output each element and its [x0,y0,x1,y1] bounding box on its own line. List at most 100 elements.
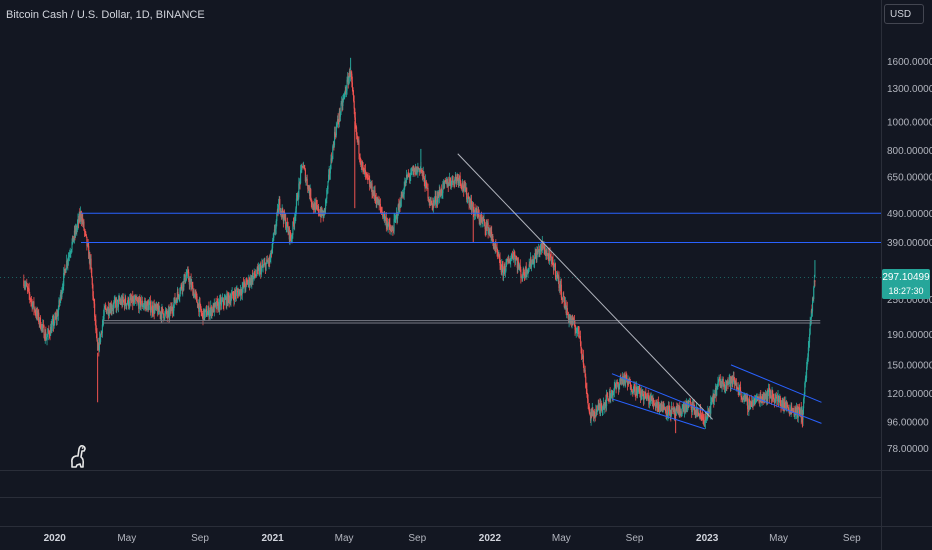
candle-body [582,355,584,365]
candle-body [144,303,146,306]
candle-body [807,356,809,360]
candle-body [548,256,550,262]
candle-body [484,219,486,223]
candle-body [622,375,624,384]
candle-body [261,264,264,267]
candle-body [791,410,793,412]
candle-body [581,353,583,357]
candle-body [602,406,604,409]
candle-body [172,310,174,312]
candle-body [367,177,370,179]
candle-body [699,410,701,418]
candle-body [51,324,53,333]
candle-body [500,267,502,273]
candle-body [392,229,394,231]
candle-body [803,398,805,409]
candle-body [38,322,40,323]
candle-body [361,161,363,166]
candle-body [411,169,414,171]
candle-body [759,401,761,403]
candle-body [163,313,165,319]
candle-body [66,260,68,265]
currency-button[interactable]: USD [884,4,924,24]
candle-body [345,90,347,93]
candle-body [372,191,374,196]
candle-body [263,264,265,267]
candle-body [527,268,529,274]
candle-body [414,168,416,175]
candle-body [117,299,119,307]
candle-body [751,406,753,408]
candle-body [470,200,473,211]
candle-body [263,263,265,265]
candle-body [79,213,81,220]
candle-body [99,337,101,342]
candle-body [554,263,556,276]
candle-body [144,303,146,305]
candle-body [754,398,756,404]
candle-body [570,319,573,324]
candle-body [244,286,246,289]
candle-body [78,213,80,223]
candle-body [168,310,170,318]
candle-body [52,319,54,322]
candle-body [582,355,584,357]
symbol-title[interactable]: Bitcoin Cash / U.S. Dollar, 1D, BINANCE [6,9,205,21]
x-tick-label: Sep [843,533,861,544]
candle-body [88,253,90,259]
candle-body [428,199,430,201]
candle-body [294,218,296,225]
candle-body [636,389,639,396]
candle-body [788,410,790,414]
candle-body [542,241,544,248]
candle-body [103,315,105,321]
candle-body [633,384,635,392]
candle-body [711,397,713,400]
candle-body [471,206,473,211]
candle-body [547,253,549,257]
candle-body [272,240,274,249]
candle-body [717,380,720,383]
candle-body [36,310,39,317]
candle-body [647,392,649,398]
candle-body [247,282,249,285]
candle-body [211,309,213,316]
candle-body [214,303,216,304]
candle-body [106,308,108,314]
candle-body [397,204,399,216]
candle-body [550,257,552,262]
candle-body [397,215,399,219]
candle-body [709,410,711,412]
candle-body [92,284,94,297]
candle-body [276,213,278,222]
candle-body [407,174,409,178]
candle-body [813,287,815,300]
candle-body [304,169,306,182]
candle-body [489,233,492,238]
candle-body [761,396,764,398]
candle-body [264,263,266,264]
candle-body [432,200,434,209]
candle-body [584,369,586,377]
candle-body [402,194,404,196]
candle-body [113,303,115,309]
tradingview-dino-icon[interactable] [68,443,92,471]
candle-body [704,416,706,423]
candle-body [229,298,231,303]
candle-body [404,182,406,186]
candle-body [385,217,387,219]
candle-body [173,297,175,304]
candle-body [314,203,317,212]
candle-body [640,395,642,398]
x-tick-label: May [335,533,354,544]
candle-body [180,285,182,289]
candle-body [795,407,798,414]
candle-body [42,324,44,327]
candle-body [421,170,423,172]
candle-body [80,212,82,217]
candle-body [206,309,208,317]
candle-body [442,182,445,184]
candle-body [553,265,555,271]
candle-body [348,77,350,85]
